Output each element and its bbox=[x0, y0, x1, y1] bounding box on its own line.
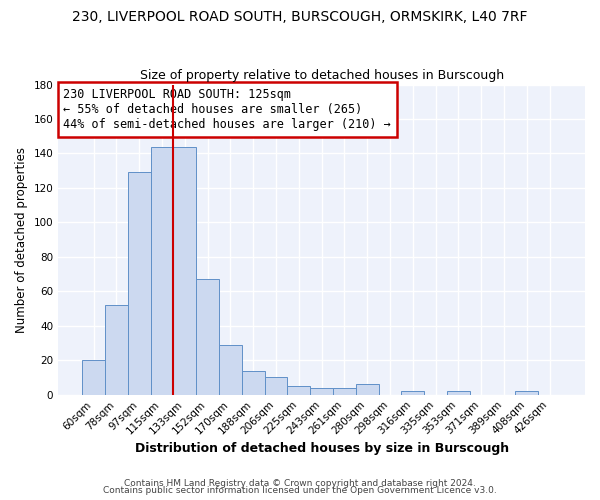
Bar bbox=[401, 392, 424, 394]
Bar bbox=[196, 280, 219, 394]
Y-axis label: Number of detached properties: Number of detached properties bbox=[15, 146, 28, 332]
Bar bbox=[173, 146, 196, 394]
Bar bbox=[333, 388, 356, 394]
X-axis label: Distribution of detached houses by size in Burscough: Distribution of detached houses by size … bbox=[134, 442, 509, 455]
Bar bbox=[242, 370, 265, 394]
Bar bbox=[219, 345, 242, 395]
Bar bbox=[356, 384, 379, 394]
Bar bbox=[310, 388, 333, 394]
Text: 230 LIVERPOOL ROAD SOUTH: 125sqm
← 55% of detached houses are smaller (265)
44% : 230 LIVERPOOL ROAD SOUTH: 125sqm ← 55% o… bbox=[64, 88, 391, 130]
Bar bbox=[128, 172, 151, 394]
Bar bbox=[515, 392, 538, 394]
Bar bbox=[265, 378, 287, 394]
Text: Contains public sector information licensed under the Open Government Licence v3: Contains public sector information licen… bbox=[103, 486, 497, 495]
Bar bbox=[151, 146, 173, 394]
Title: Size of property relative to detached houses in Burscough: Size of property relative to detached ho… bbox=[140, 69, 503, 82]
Bar bbox=[82, 360, 105, 394]
Text: 230, LIVERPOOL ROAD SOUTH, BURSCOUGH, ORMSKIRK, L40 7RF: 230, LIVERPOOL ROAD SOUTH, BURSCOUGH, OR… bbox=[72, 10, 528, 24]
Bar bbox=[105, 305, 128, 394]
Bar bbox=[447, 392, 470, 394]
Bar bbox=[287, 386, 310, 394]
Text: Contains HM Land Registry data © Crown copyright and database right 2024.: Contains HM Land Registry data © Crown c… bbox=[124, 478, 476, 488]
